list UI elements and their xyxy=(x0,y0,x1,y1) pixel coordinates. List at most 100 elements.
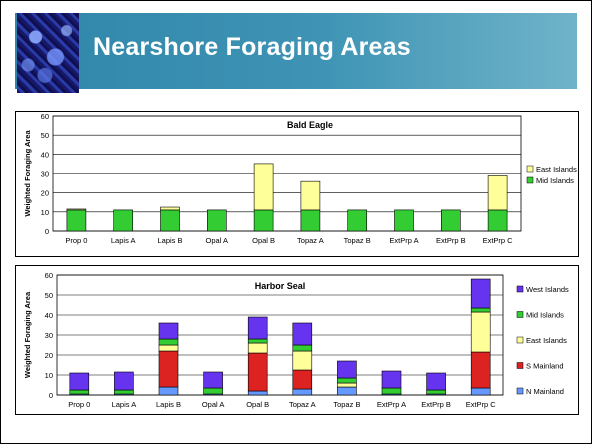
bar-topaz-b-mid-islands xyxy=(347,209,368,232)
bar-opal-b-east-islands xyxy=(247,342,268,354)
x-tick-label: Topaz A xyxy=(289,400,316,409)
x-tick-label: Opal B xyxy=(252,236,275,245)
chart-frame xyxy=(15,111,579,257)
logo-image xyxy=(17,13,79,93)
bar-topaz-a-n-mainland xyxy=(292,388,313,396)
x-tick-label: Opal A xyxy=(202,400,225,409)
plot-area xyxy=(52,115,522,232)
plot-area xyxy=(56,274,504,396)
bar-lapis-b-n-mainland xyxy=(158,386,179,396)
x-tick-label: Opal B xyxy=(246,400,269,409)
bar-topaz-b-west-islands xyxy=(337,360,357,379)
bar-extprp-c-west-islands xyxy=(470,278,491,309)
legend-label-west-islands: West Islands xyxy=(526,285,569,294)
legend-swatch-east-islands xyxy=(526,165,534,173)
legend-label-east-islands: East Islands xyxy=(536,165,577,174)
x-tick-label: ExtPrp A xyxy=(389,236,418,245)
legend-swatch-n-mainland xyxy=(516,387,524,395)
y-tick-label: 30 xyxy=(45,331,53,340)
y-tick-label: 50 xyxy=(41,131,49,140)
legend-label-mid-islands: Mid Islands xyxy=(526,311,564,320)
x-tick-label: Topaz B xyxy=(333,400,360,409)
bar-opal-b-mid-islands xyxy=(253,209,274,232)
bar-topaz-a-east-islands xyxy=(300,180,321,211)
bar-opal-a-mid-islands xyxy=(203,387,223,395)
bar-lapis-b-mid-islands xyxy=(158,338,179,346)
bar-extprp-b-mid-islands xyxy=(426,389,446,395)
bar-prop-0-west-islands xyxy=(69,372,90,391)
bar-lapis-b-east-islands xyxy=(158,344,179,352)
bar-lapis-b-west-islands xyxy=(158,322,179,340)
bar-prop-0-east-islands xyxy=(66,208,87,211)
x-tick-label: ExtPrp A xyxy=(377,400,406,409)
bald-eagle-chart: 0 10 20 30 40 50 60 Weighted Foraging Area Bald … xyxy=(15,111,579,257)
legend-swatch-west-islands xyxy=(516,285,524,293)
x-tick-label: ExtPrp C xyxy=(483,236,514,245)
x-tick-label: ExtPrp B xyxy=(421,400,451,409)
y-tick-label: 0 xyxy=(49,391,53,400)
y-tick-label: 40 xyxy=(45,311,53,320)
legend-label-east-islands: East Islands xyxy=(526,336,567,345)
x-tick-label: Lapis B xyxy=(156,400,181,409)
bar-extprp-c-s-mainland xyxy=(470,351,491,389)
y-tick-label: 20 xyxy=(45,351,53,360)
bar-extprp-b-mid-islands xyxy=(440,209,461,232)
legend-swatch-east-islands xyxy=(516,336,524,344)
bar-extprp-b-west-islands xyxy=(426,372,446,391)
slide-title: Nearshore Foraging Areas xyxy=(93,33,411,61)
bar-lapis-b-east-islands xyxy=(160,206,180,211)
bar-topaz-a-east-islands xyxy=(292,350,313,371)
bar-extprp-c-n-mainland xyxy=(470,387,491,396)
y-tick-label: 0 xyxy=(45,227,49,236)
x-tick-label: Lapis A xyxy=(111,236,136,245)
bar-extprp-c-east-islands xyxy=(487,175,508,211)
bar-extprp-c-mid-islands xyxy=(470,307,491,313)
x-tick-label: Topaz B xyxy=(344,236,371,245)
title-banner xyxy=(15,13,577,89)
y-axis-label: Weighted Foraging Area xyxy=(23,130,32,217)
bar-topaz-a-mid-islands xyxy=(292,344,313,352)
bar-opal-b-mid-islands xyxy=(247,338,268,344)
bar-extprp-a-west-islands xyxy=(381,370,402,389)
y-tick-label: 50 xyxy=(45,291,53,300)
legend-label-mid-islands: Mid Islands xyxy=(536,176,574,185)
bar-lapis-a-mid-islands xyxy=(114,389,134,395)
bar-topaz-a-s-mainland xyxy=(292,369,313,390)
harbor-seal-chart: 0 10 20 30 40 50 60 Weighted Foraging Area Harbo… xyxy=(15,265,579,415)
bar-opal-a-mid-islands xyxy=(207,209,227,232)
legend-label-n-mainland: N Mainland xyxy=(526,387,564,396)
x-tick-label: Opal A xyxy=(206,236,229,245)
legend-label-s-mainland: S Mainland xyxy=(526,362,564,371)
legend-swatch-s-mainland xyxy=(516,362,524,369)
bar-lapis-a-west-islands xyxy=(114,371,134,391)
bar-topaz-b-mid-islands xyxy=(337,377,357,384)
chart-title: Harbor Seal xyxy=(255,281,306,291)
x-tick-label: Lapis B xyxy=(157,236,182,245)
legend-swatch-mid-islands xyxy=(516,311,524,318)
bar-topaz-a-west-islands xyxy=(292,322,313,346)
bar-lapis-a-mid-islands xyxy=(113,209,133,232)
bar-opal-b-west-islands xyxy=(247,316,268,340)
bar-opal-b-n-mainland xyxy=(247,390,268,396)
y-tick-label: 60 xyxy=(41,112,49,121)
y-tick-label: 20 xyxy=(41,189,49,198)
x-tick-label: Lapis A xyxy=(112,400,137,409)
x-tick-label: ExtPrp B xyxy=(436,236,466,245)
legend-swatch-mid-islands xyxy=(526,176,534,184)
bar-lapis-b-mid-islands xyxy=(160,209,180,232)
x-tick-label: Prop 0 xyxy=(65,236,87,245)
bar-lapis-b-s-mainland xyxy=(158,350,179,388)
bar-extprp-c-mid-islands xyxy=(487,209,508,232)
x-tick-label: Topaz A xyxy=(297,236,324,245)
x-tick-label: ExtPrp C xyxy=(466,400,497,409)
bar-opal-b-east-islands xyxy=(253,163,274,211)
x-tick-label: Prop 0 xyxy=(68,400,90,409)
bar-prop-0-mid-islands xyxy=(69,389,90,395)
y-tick-label: 60 xyxy=(45,271,53,280)
bar-extprp-a-mid-islands xyxy=(381,387,402,395)
bar-topaz-b-east-islands xyxy=(337,382,357,388)
bar-opal-b-s-mainland xyxy=(247,352,268,392)
bar-prop-0-mid-islands xyxy=(66,209,87,232)
y-tick-label: 10 xyxy=(41,208,49,217)
